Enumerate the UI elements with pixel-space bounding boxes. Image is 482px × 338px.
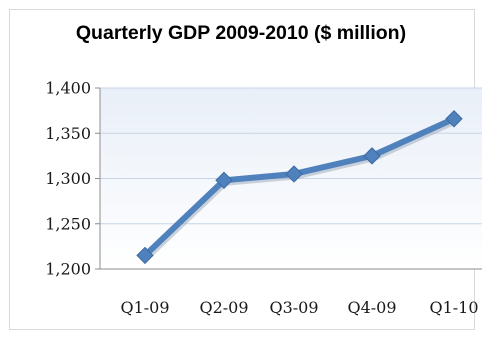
y-axis-tick-labels: 1,200 1,250 1,300 1,350 1,400 [45, 79, 91, 279]
data-point-marker [285, 165, 303, 183]
data-point-marker [445, 110, 463, 128]
y-tick-label: 1,200 [45, 260, 91, 279]
y-tick-label: 1,350 [45, 124, 91, 143]
x-tick-label: Q4-09 [347, 298, 396, 317]
x-tick-label: Q3-09 [269, 298, 318, 317]
x-axis-tick-labels: Q1-09 Q2-09 Q3-09 Q4-09 Q1-10 [120, 298, 478, 317]
y-tick-label: 1,300 [45, 169, 91, 188]
axes [95, 87, 482, 270]
data-point-marker [215, 171, 233, 190]
series [136, 110, 463, 265]
data-point-marker [363, 147, 381, 165]
chart-title: Quarterly GDP 2009-2010 ($ million) [75, 22, 407, 44]
x-tick-label: Q2-09 [199, 298, 248, 317]
y-tick-label: 1,250 [45, 214, 91, 233]
x-tick-label: Q1-10 [429, 298, 478, 317]
x-tick-label: Q1-09 [120, 298, 169, 317]
y-tick-label: 1,400 [45, 79, 91, 98]
data-point-marker [136, 246, 154, 265]
